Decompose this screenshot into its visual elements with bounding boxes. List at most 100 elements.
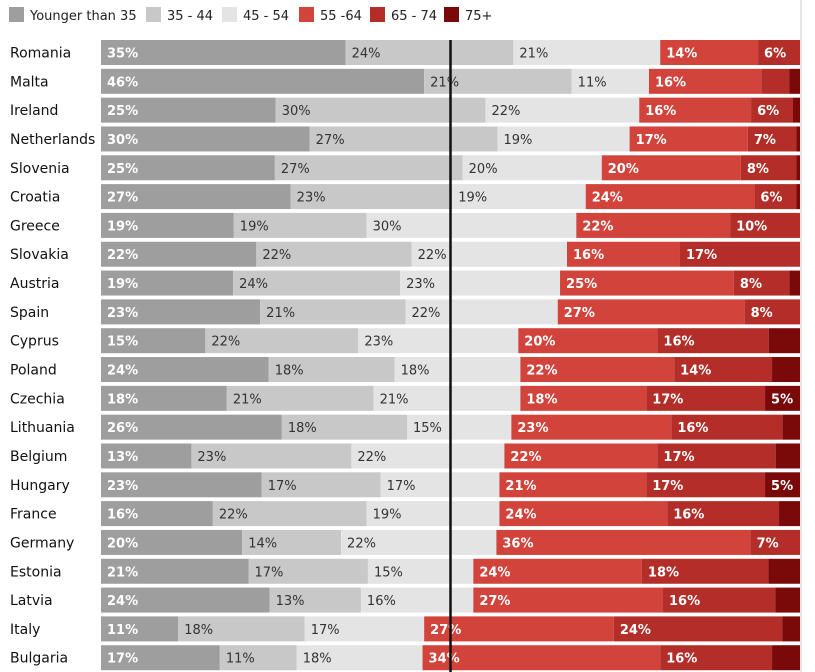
data-label-malta-55-64: 16%: [655, 75, 686, 90]
bar-poland-35-44: [268, 357, 395, 383]
bar-croatia-45-54: [452, 184, 586, 210]
bar-latvia-35-44: [269, 587, 361, 613]
data-label-czechia-65-74: 17%: [652, 392, 683, 407]
bar-estonia-65-74: [641, 558, 769, 584]
data-label-croatia-55-64: 24%: [592, 191, 623, 206]
data-label-cyprus-45-54: 23%: [364, 335, 393, 350]
bar-spain-35-44: [260, 299, 406, 325]
bar-bulgaria-younger-than-35: [101, 645, 220, 671]
row-italy: Italy 11% 18% 17% 27% 24%: [10, 616, 800, 642]
data-label-belgium-55-64: 22%: [510, 450, 541, 465]
data-label-germany-45-54: 22%: [347, 536, 376, 551]
bar-slovakia-65-74: [679, 241, 800, 267]
data-label-lithuania-65-74: 16%: [677, 421, 708, 436]
legend-swatch-35-44: [146, 7, 161, 22]
bar-croatia-55-64: [585, 184, 755, 210]
bar-france-65-74: [667, 501, 780, 527]
data-label-france-65-74: 16%: [673, 508, 704, 523]
bar-greece-younger-than-35: [101, 212, 234, 238]
bar-bulgaria-65-74: [660, 645, 773, 671]
data-label-spain-65-74: 8%: [751, 306, 773, 321]
category-label-czechia: Czechia: [10, 391, 65, 407]
bar-belgium-45-54: [351, 443, 505, 469]
bar-romania-55-64: [660, 40, 759, 65]
category-label-romania: Romania: [10, 46, 71, 62]
data-label-spain-45-54: 22%: [412, 306, 441, 321]
legend-label-55-64: 55 -64: [320, 9, 362, 24]
bar-estonia-35-44: [248, 558, 368, 584]
bar-france-75: [779, 501, 800, 527]
bar-italy-younger-than-35: [101, 616, 179, 642]
legend-label-35-44: 35 - 44: [167, 9, 213, 24]
category-label-germany: Germany: [10, 535, 74, 551]
data-label-spain-35-44: 21%: [266, 306, 295, 321]
data-label-slovenia-55-64: 20%: [608, 162, 639, 177]
row-slovakia: Slovakia 22% 22% 22% 16% 17%: [10, 241, 800, 267]
category-label-ireland: Ireland: [10, 103, 58, 119]
data-label-spain-younger-than-35: 23%: [107, 306, 138, 321]
bar-bulgaria-35-44: [219, 645, 297, 671]
data-label-lithuania-35-44: 18%: [288, 421, 317, 436]
bar-greece-65-74: [730, 212, 800, 238]
bar-austria-45-54: [400, 270, 561, 296]
category-label-cyprus: Cyprus: [10, 334, 59, 350]
bar-estonia-75: [768, 558, 800, 584]
data-label-france-55-64: 24%: [505, 508, 536, 523]
data-label-ireland-65-74: 6%: [757, 104, 779, 119]
legend-label-younger-than-35: Younger than 35: [29, 9, 137, 24]
data-label-czechia-35-44: 21%: [233, 392, 262, 407]
data-label-bulgaria-45-54: 18%: [303, 652, 332, 667]
data-label-hungary-younger-than-35: 23%: [107, 479, 138, 494]
bar-romania-younger-than-35: [101, 40, 346, 65]
data-label-romania-35-44: 24%: [352, 47, 381, 62]
bar-czechia-35-44: [226, 385, 374, 411]
data-label-france-younger-than-35: 16%: [107, 508, 138, 523]
bar-hungary-younger-than-35: [101, 472, 262, 498]
data-label-malta-younger-than-35: 46%: [107, 75, 138, 90]
legend: Younger than 35 35 - 44 45 - 54 55 -64 65 - …: [9, 7, 492, 24]
data-label-slovenia-younger-than-35: 25%: [107, 162, 138, 177]
data-label-italy-younger-than-35: 11%: [107, 623, 138, 638]
row-slovenia: Slovenia 25% 27% 20% 20% 8%: [10, 155, 800, 181]
bar-estonia-younger-than-35: [101, 558, 249, 584]
bar-cyprus-younger-than-35: [101, 328, 206, 354]
bar-poland-younger-than-35: [101, 357, 269, 383]
data-label-germany-35-44: 14%: [248, 536, 277, 551]
legend-label-45-54: 45 - 54: [243, 9, 289, 24]
data-label-romania-45-54: 21%: [519, 47, 548, 62]
row-greece: Greece 19% 19% 30% 22% 10%: [10, 212, 800, 238]
bar-lithuania-45-54: [407, 414, 512, 440]
category-label-bulgaria: Bulgaria: [10, 651, 68, 667]
bar-germany-younger-than-35: [101, 529, 243, 555]
data-label-slovenia-45-54: 20%: [469, 162, 498, 177]
data-label-czechia-75: 5%: [771, 392, 793, 407]
bar-spain-45-54: [405, 299, 558, 325]
bar-poland-55-64: [520, 357, 675, 383]
category-label-italy: Italy: [10, 622, 40, 638]
bar-cyprus-75: [768, 328, 800, 354]
category-label-spain: Spain: [10, 305, 49, 321]
bar-austria-35-44: [233, 270, 401, 296]
category-label-latvia: Latvia: [10, 593, 53, 609]
bar-france-45-54: [366, 501, 500, 527]
bar-greece-35-44: [233, 212, 367, 238]
data-label-latvia-45-54: 16%: [367, 594, 396, 609]
bar-netherlands-35-44: [309, 126, 498, 152]
data-label-france-45-54: 19%: [373, 508, 402, 523]
bar-austria-75: [789, 270, 800, 296]
data-label-austria-65-74: 8%: [740, 277, 762, 292]
data-label-latvia-65-74: 16%: [669, 594, 700, 609]
data-label-estonia-45-54: 15%: [374, 565, 403, 580]
bar-romania-35-44: [345, 40, 514, 65]
bar-netherlands-45-54: [497, 126, 630, 152]
bar-germany-45-54: [341, 529, 497, 555]
bar-hungary-35-44: [261, 472, 381, 498]
category-label-netherlands: Netherlands: [10, 132, 95, 148]
bar-lithuania-55-64: [511, 414, 672, 440]
data-label-croatia-65-74: 6%: [760, 191, 782, 206]
data-label-cyprus-35-44: 22%: [211, 335, 240, 350]
bar-hungary-75: [765, 472, 800, 498]
category-label-slovenia: Slovenia: [10, 161, 70, 177]
data-label-bulgaria-65-74: 16%: [666, 652, 697, 667]
